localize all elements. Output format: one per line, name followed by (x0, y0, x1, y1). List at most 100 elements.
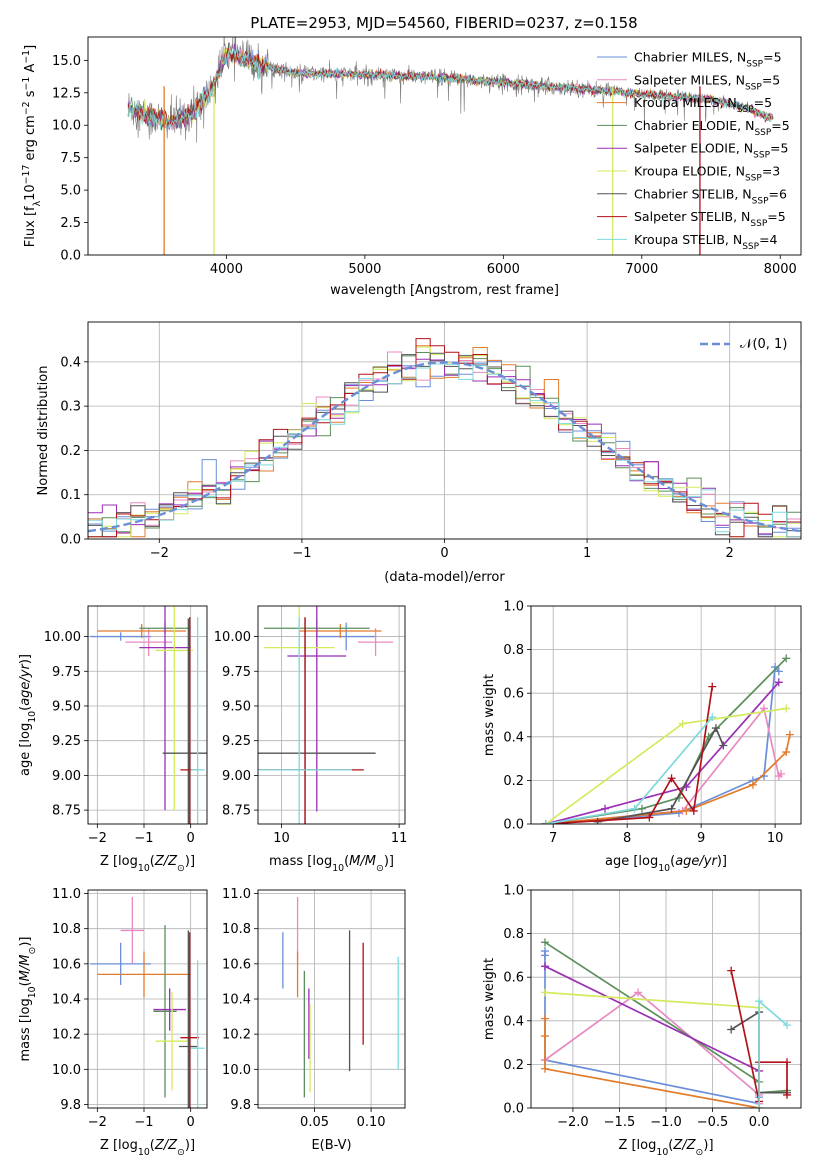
legend-name: Salpeter STELIB, N (634, 209, 750, 224)
y-tick-label: 0.0 (60, 249, 81, 264)
model-spectrum-line (127, 45, 773, 130)
y-axis-label: mass [log10(M/M⊙)] (18, 937, 38, 1062)
label-part: −1 (21, 50, 32, 64)
legend-count: =4 (759, 232, 777, 247)
label-part: age [log (605, 854, 658, 869)
panel-mass-vs-ebv: 0.05 0.10 9.8 10.0 10.2 10.4 10.6 10.8 11.0 E(B-V… (222, 887, 406, 1153)
plot-area (531, 890, 801, 1108)
weight-line (544, 951, 760, 1105)
legend-label: Salpeter MILES, NSSP=5 (634, 72, 780, 92)
weight-marker (727, 1025, 736, 1034)
y-tick-label: 0.8 (503, 927, 524, 942)
y-tick-label: 9.25 (52, 734, 81, 749)
y-tick-label: 10.8 (52, 922, 81, 937)
weight-marker (777, 769, 786, 778)
errorbar-point (316, 622, 376, 651)
label-part: 10 (658, 863, 670, 874)
y-tick-label: 10.4 (52, 993, 81, 1008)
weight-marker (540, 951, 549, 960)
weight-marker (748, 780, 757, 789)
legend-label: Salpeter ELODIE, NSSP=5 (634, 141, 788, 161)
x-tick-label: −1.0 (650, 1115, 682, 1130)
y-axis-label: mass weight (482, 958, 497, 1040)
legend-count: =3 (762, 164, 780, 179)
weight-marker (774, 678, 783, 687)
legend-name: Kroupa STELIB, N (634, 232, 742, 247)
x-tick-label: 4000 (210, 262, 243, 277)
y-tick-label: 0.3 (60, 400, 81, 415)
label-part: s (23, 90, 38, 101)
weight-marker (540, 1032, 549, 1041)
label-part: Z/Z (672, 1138, 696, 1153)
x-tick-label: −0.5 (697, 1115, 729, 1130)
label-part: )] (703, 1138, 713, 1153)
legend-label: 𝒩(0, 1) (740, 337, 787, 352)
legend-count: =5 (762, 72, 780, 87)
legend-label: Chabrier ELODIE, NSSP=5 (634, 118, 790, 138)
y-axis-label: mass weight (482, 674, 497, 756)
label-part: ( (150, 1138, 155, 1153)
figure-title: PLATE=2953, MJD=54560, FIBERID=0237, z=0… (250, 14, 637, 32)
weight-marker (630, 804, 639, 813)
weight-marker (783, 1021, 792, 1030)
errorbar-point (153, 988, 186, 1031)
label-part: )] (18, 654, 33, 664)
y-tick-label: 9.8 (230, 1098, 251, 1113)
y-tick-label: 12.5 (52, 86, 81, 101)
x-tick-label: 0 (440, 546, 448, 561)
legend-sub: SSP (752, 196, 769, 206)
errorbar-point (179, 930, 198, 1108)
x-tick-label: −1.5 (604, 1115, 636, 1130)
y-tick-label: 0.4 (503, 1014, 524, 1029)
axes-frame (87, 605, 208, 825)
axes-frame (87, 36, 802, 256)
errorbar-point (90, 942, 151, 985)
y-tick-label: 9.00 (222, 769, 251, 784)
y-tick-label: 0.4 (503, 730, 524, 745)
y-tick-label: 11.0 (222, 887, 251, 902)
label-part: Z/Z (154, 1138, 178, 1153)
y-tick-label: 0.2 (60, 444, 81, 459)
y-tick-label: 10.4 (222, 993, 251, 1008)
weight-marker (782, 748, 791, 757)
label-part: E(B-V) (311, 1138, 351, 1153)
y-tick-label: 0.2 (503, 1058, 524, 1073)
panel-spectrum: 4000 5000 6000 7000 8000 0.0 2.5 5.0 7.5 10.0 12.5… (21, 36, 802, 298)
legend-name: Salpeter MILES, N (634, 72, 745, 87)
y-tick-label: 1.0 (503, 600, 524, 615)
legend-name: Chabrier MILES, N (634, 50, 746, 65)
x-tick-label: 9 (697, 831, 705, 846)
label-part: ( (18, 706, 33, 711)
y-tick-label: 10.0 (52, 119, 81, 134)
weight-marker (755, 1104, 764, 1108)
weight-marker (540, 938, 549, 947)
errorbar-point (287, 606, 347, 812)
label-part: A (23, 64, 38, 77)
errorbar-point (139, 606, 191, 811)
x-tick-label: 5000 (348, 262, 381, 277)
y-tick-label: 0.6 (503, 687, 524, 702)
x-axis-label: Z [log10(Z/Z⊙)] (100, 1138, 195, 1158)
weight-marker (600, 804, 609, 813)
x-axis-label: Z [log10(Z/Z⊙)] (100, 854, 195, 874)
x-tick-label: 0.0 (749, 1115, 770, 1130)
label-part: )] (185, 1138, 195, 1153)
plot-area (88, 890, 207, 1108)
legend-name: Chabrier ELODIE, N (634, 118, 754, 133)
label-part: age/yr (18, 662, 33, 705)
y-tick-label: 0.6 (503, 971, 524, 986)
legend-count: =5 (767, 209, 785, 224)
weight-line (545, 657, 787, 824)
label-part: Flux [f (23, 206, 38, 247)
errorbar-point (190, 617, 205, 824)
plot-area (88, 322, 801, 539)
weight-marker (667, 774, 676, 783)
panel-weight-vs-Z: −2.0 −1.5 −1.0 −0.5 0.0 0.0 0.2 0.4 0.6 0.8 1.0 Z [… (482, 884, 802, 1158)
y-tick-label: 0.0 (60, 533, 81, 548)
weight-marker (541, 820, 550, 824)
legend-count: =5 (754, 95, 772, 110)
weight-marker (783, 1090, 792, 1099)
